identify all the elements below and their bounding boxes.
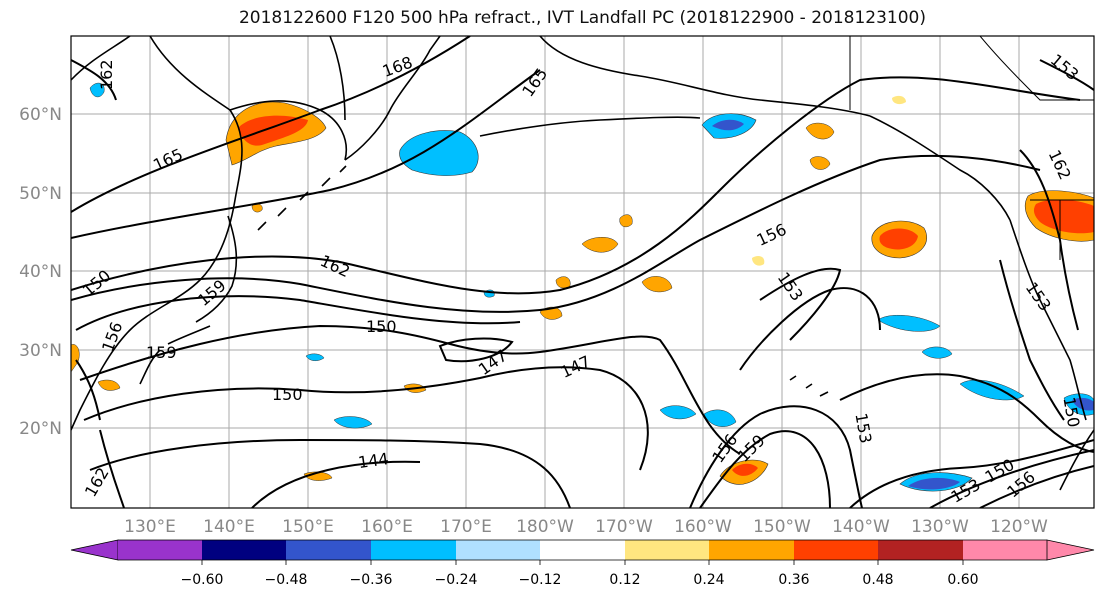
lon-label: 150°W — [753, 517, 811, 537]
lat-label: 50°N — [19, 184, 62, 204]
lat-label: 40°N — [19, 262, 62, 282]
colorbar-bin — [118, 540, 202, 560]
shaded-anomalies — [71, 82, 1094, 492]
lon-label: 160°E — [361, 517, 413, 537]
lon-label: 160°W — [674, 517, 732, 537]
colorbar-bin — [202, 540, 286, 560]
contour-label: 162 — [97, 59, 116, 90]
lat-label: 20°N — [19, 419, 62, 439]
lat-label: 60°N — [19, 105, 62, 125]
contour-label: 150 — [272, 385, 303, 404]
colorbar-tick-label: −0.24 — [435, 572, 478, 588]
lon-label: 140°E — [203, 517, 255, 537]
colorbar-bin — [878, 540, 963, 560]
colorbar-bin — [625, 540, 709, 560]
colorbar-tick-label: 0.60 — [947, 572, 978, 588]
map-title: 2018122600 F120 500 hPa refract., IVT La… — [238, 8, 926, 28]
plot-border — [70, 35, 1095, 509]
colorbar-tick-label: 0.48 — [862, 572, 893, 588]
contour-lines — [71, 36, 1094, 508]
colorbar-tick-label: −0.36 — [350, 572, 393, 588]
lon-label: 130°E — [124, 517, 176, 537]
colorbar-tick-label: −0.48 — [265, 572, 308, 588]
colorbar-bin — [794, 540, 878, 560]
contour-label: 150 — [366, 317, 397, 336]
lon-label: 150°E — [282, 517, 334, 537]
lon-label: 120°W — [990, 517, 1048, 537]
colorbar-bin — [371, 540, 456, 560]
colorbar-tick-label: −0.12 — [519, 572, 562, 588]
colorbar-tick-label: −0.60 — [181, 572, 224, 588]
lon-label: 170°W — [595, 517, 653, 537]
colorbar-tick-label: 0.36 — [778, 572, 809, 588]
colorbar-bin — [709, 540, 794, 560]
lon-label: 130°W — [911, 517, 969, 537]
colorbar-tick-label: 0.12 — [609, 572, 640, 588]
gridlines — [71, 36, 1094, 508]
lon-label: 180°W — [516, 517, 574, 537]
colorbar-bin — [540, 540, 625, 560]
colorbar: −0.60 −0.48 −0.36 −0.24 −0.12 0.12 0.24 … — [70, 539, 1095, 588]
longitude-labels: 130°E 140°E 150°E 160°E 170°E 180°W 170°… — [124, 517, 1048, 537]
colorbar-tick-label: 0.24 — [693, 572, 724, 588]
lon-label: 170°E — [440, 517, 492, 537]
colorbar-under-arrow — [70, 539, 119, 561]
colorbar-bin — [286, 540, 371, 560]
lat-label: 30°N — [19, 341, 62, 361]
contour-label: 159 — [146, 343, 177, 362]
lon-label: 140°W — [832, 517, 890, 537]
latitude-labels: 60°N 50°N 40°N 30°N 20°N — [19, 105, 62, 439]
colorbar-over-arrow — [1046, 539, 1095, 561]
contour-label: 144 — [357, 449, 390, 472]
colorbar-bin — [456, 540, 540, 560]
coastlines — [71, 36, 1094, 491]
colorbar-bin — [963, 540, 1047, 560]
